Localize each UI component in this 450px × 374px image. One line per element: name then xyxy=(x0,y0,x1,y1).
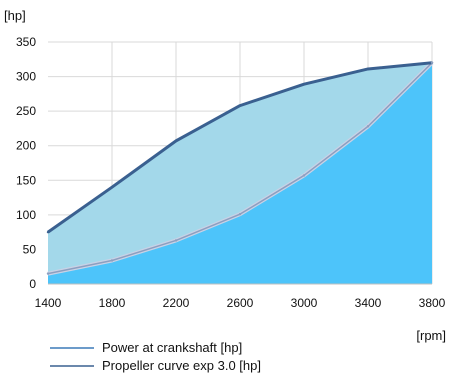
y-tick-label: 300 xyxy=(16,70,36,84)
point-power-3400 xyxy=(366,67,370,71)
y-unit-label: [hp] xyxy=(4,8,26,23)
area-propeller-curve xyxy=(48,62,432,284)
y-tick-labels: 0 50 100 150 200 250 300 350 xyxy=(16,35,36,291)
point-propeller-3800 xyxy=(430,61,434,64)
legend: Power at crankshaft [hp] Propeller curve… xyxy=(50,340,261,373)
y-tick-label: 150 xyxy=(16,173,36,187)
x-tick-label: 3400 xyxy=(355,296,382,310)
point-power-2600 xyxy=(238,104,242,107)
point-power-1800 xyxy=(110,186,114,189)
point-propeller-2600 xyxy=(238,212,242,216)
point-propeller-3000 xyxy=(302,174,306,177)
y-tick-label: 250 xyxy=(16,104,36,118)
point-power-1400 xyxy=(46,230,50,234)
y-tick-label: 350 xyxy=(16,35,36,49)
point-propeller-1800 xyxy=(110,259,114,262)
y-tick-label: 50 xyxy=(23,242,37,256)
point-propeller-2200 xyxy=(174,239,178,242)
x-tick-label: 2600 xyxy=(227,296,254,310)
x-unit-label: [rpm] xyxy=(416,328,446,343)
series-points xyxy=(46,61,434,275)
y-tick-label: 100 xyxy=(16,208,36,222)
legend-label-propeller: Propeller curve exp 3.0 [hp] xyxy=(102,358,261,373)
y-tick-label: 0 xyxy=(29,277,36,291)
series-areas xyxy=(48,62,432,284)
legend-label-power: Power at crankshaft [hp] xyxy=(102,340,242,355)
legend-item-propeller: Propeller curve exp 3.0 [hp] xyxy=(50,358,261,373)
x-tick-label: 1800 xyxy=(99,296,126,310)
x-tick-label: 3000 xyxy=(291,296,318,310)
x-tick-label: 2200 xyxy=(163,296,190,310)
point-power-2200 xyxy=(174,139,178,143)
point-propeller-1400 xyxy=(46,272,50,275)
legend-item-power: Power at crankshaft [hp] xyxy=(50,340,242,355)
x-tick-label: 1400 xyxy=(35,296,62,310)
point-propeller-3400 xyxy=(366,125,370,128)
x-tick-label: 3800 xyxy=(419,296,446,310)
point-power-3000 xyxy=(302,82,306,86)
x-tick-labels: 1400 1800 2200 2600 3000 3400 3800 xyxy=(35,296,446,310)
y-tick-label: 200 xyxy=(16,139,36,153)
